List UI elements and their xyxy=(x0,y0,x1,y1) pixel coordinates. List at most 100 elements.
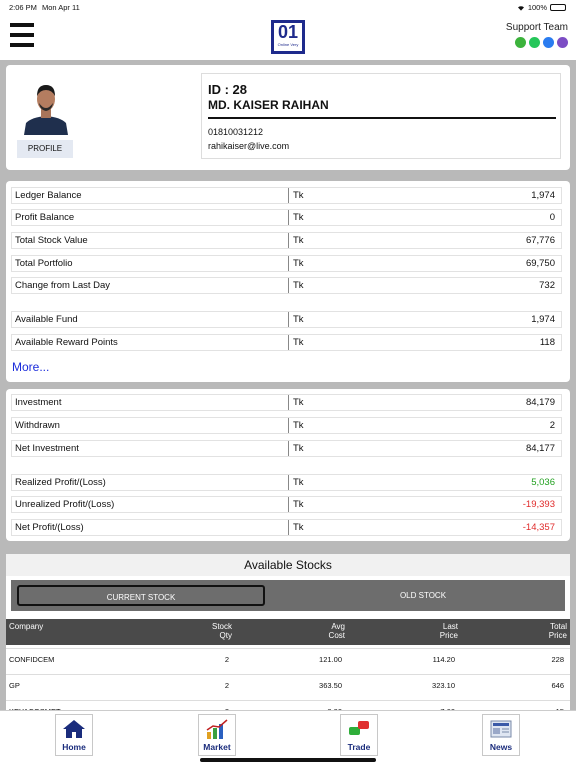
row-net-profit: Net Profit/(Loss) Tk -14,357 xyxy=(11,519,562,536)
row-value: 2 xyxy=(549,420,555,431)
row-value: 118 xyxy=(539,337,555,348)
brand-logo: 01 Online Very xyxy=(271,20,305,54)
row-currency: Tk xyxy=(293,212,304,223)
client-id: ID : 28 xyxy=(208,82,248,97)
row-withdrawn: Withdrawn Tk 2 xyxy=(11,417,562,434)
profile-card: PROFILE ID : 28 MD. KAISER RAIHAN 018100… xyxy=(6,65,570,170)
profile-info: ID : 28 MD. KAISER RAIHAN 01810031212 ra… xyxy=(201,73,561,159)
row-realized-profit: Realized Profit/(Loss) Tk 5,036 xyxy=(11,474,562,491)
home-indicator xyxy=(200,758,376,762)
nav-trade-label: Trade xyxy=(347,742,371,752)
row-currency: Tk xyxy=(293,522,304,533)
row-label: Investment xyxy=(15,397,62,408)
stocks-table-header: Company Stock Qty Avg Cost Last Price Total… xyxy=(6,619,570,645)
row-value: 1,974 xyxy=(531,314,555,325)
cell-qty: 2 xyxy=(224,655,229,664)
status-right: 100% xyxy=(517,3,566,12)
available-stocks: Available Stocks CURRENT STOCK OLD STOCK… xyxy=(6,554,570,716)
nav-news[interactable]: News xyxy=(482,714,520,756)
nav-market[interactable]: Market xyxy=(198,714,236,756)
row-value: 0 xyxy=(549,212,555,223)
row-available-fund: Available Fund Tk 1,974 xyxy=(11,311,562,328)
row-label: Total Stock Value xyxy=(15,235,88,246)
cell-avg-cost: 121.00 xyxy=(319,655,342,664)
status-date: Mon Apr 11 xyxy=(42,3,80,12)
row-available-reward-points: Available Reward Points Tk 118 xyxy=(11,334,562,351)
messenger-icon[interactable] xyxy=(543,37,554,48)
row-label: Realized Profit/(Loss) xyxy=(15,477,106,488)
row-total-portfolio: Total Portfolio Tk 69,750 xyxy=(11,255,562,272)
col-last-price: Last Price xyxy=(439,622,458,640)
row-label: Available Fund xyxy=(15,314,78,325)
viber-icon[interactable] xyxy=(557,37,568,48)
battery-icon xyxy=(550,4,566,11)
cell-last-price: 323.10 xyxy=(432,681,455,690)
table-row[interactable]: CONFIDCEM 2 121.00 114.20 228 xyxy=(6,648,570,668)
row-currency: Tk xyxy=(293,499,304,510)
row-label: Profit Balance xyxy=(15,212,75,223)
row-profit-balance: Profit Balance Tk 0 xyxy=(11,209,562,226)
support-label: Support Team xyxy=(505,22,568,33)
logo-number: 01 xyxy=(277,22,299,42)
app-header: 01 Online Very Support Team xyxy=(0,14,576,60)
nav-news-label: News xyxy=(489,742,513,752)
battery-percent: 100% xyxy=(527,3,547,12)
divider xyxy=(208,117,556,119)
cell-qty: 2 xyxy=(224,681,229,690)
stock-tabs: CURRENT STOCK OLD STOCK xyxy=(11,580,565,611)
row-net-investment: Net Investment Tk 84,177 xyxy=(11,440,562,457)
row-value: 5,036 xyxy=(531,477,555,488)
stocks-title: Available Stocks xyxy=(6,554,570,576)
col-avg-cost: Avg Cost xyxy=(328,622,345,640)
support-team: Support Team xyxy=(506,22,568,48)
row-label: Available Reward Points xyxy=(15,337,118,348)
investment-card: Investment Tk 84,179 Withdrawn Tk 2 Net … xyxy=(6,389,570,541)
row-value: 1,974 xyxy=(531,190,555,201)
nav-home[interactable]: Home xyxy=(55,714,93,756)
row-currency: Tk xyxy=(293,280,304,291)
chart-icon xyxy=(206,719,228,739)
row-value: 69,750 xyxy=(525,258,555,269)
row-currency: Tk xyxy=(293,314,304,325)
client-name: MD. KAISER RAIHAN xyxy=(208,98,329,112)
row-label: Ledger Balance xyxy=(15,190,82,201)
trade-icon xyxy=(349,721,369,735)
phone-icon[interactable] xyxy=(515,37,526,48)
row-value: 67,776 xyxy=(525,235,555,246)
table-row[interactable]: GP 2 363.50 323.10 646 xyxy=(6,674,570,694)
row-currency: Tk xyxy=(293,258,304,269)
row-currency: Tk xyxy=(293,477,304,488)
cell-total-price: 646 xyxy=(551,681,564,690)
row-currency: Tk xyxy=(293,337,304,348)
row-currency: Tk xyxy=(293,443,304,454)
row-investment: Investment Tk 84,179 xyxy=(11,394,562,411)
whatsapp-icon[interactable] xyxy=(529,37,540,48)
nav-market-label: Market xyxy=(203,742,231,752)
wifi-icon xyxy=(517,5,524,11)
status-bar: 2:06 PM Mon Apr 11 100% xyxy=(0,0,576,14)
cell-last-price: 114.20 xyxy=(432,655,455,664)
tab-old-stock[interactable]: OLD STOCK xyxy=(399,591,447,600)
row-currency: Tk xyxy=(293,397,304,408)
row-value: 732 xyxy=(539,280,555,291)
tab-current-stock[interactable]: CURRENT STOCK xyxy=(17,585,265,606)
row-label: Total Portfolio xyxy=(15,258,73,269)
menu-icon[interactable] xyxy=(10,23,34,47)
nav-trade[interactable]: Trade xyxy=(340,714,378,756)
nav-home-label: Home xyxy=(62,742,86,752)
col-stock-qty: Stock Qty xyxy=(211,622,232,640)
more-link[interactable]: More... xyxy=(12,360,50,374)
row-ledger-balance: Ledger Balance Tk 1,974 xyxy=(11,187,562,204)
row-currency: Tk xyxy=(293,420,304,431)
profile-button[interactable]: PROFILE xyxy=(17,140,73,158)
row-total-stock-value: Total Stock Value Tk 67,776 xyxy=(11,232,562,249)
row-value: -19,393 xyxy=(522,499,555,510)
cell-company: GP xyxy=(9,681,20,690)
row-label: Net Investment xyxy=(15,443,79,454)
row-value: 84,177 xyxy=(525,443,555,454)
status-time: 2:06 PM xyxy=(9,3,37,12)
row-currency: Tk xyxy=(293,235,304,246)
cell-company: CONFIDCEM xyxy=(9,655,55,664)
newspaper-icon xyxy=(490,720,512,738)
row-unrealized-profit: Unrealized Profit/(Loss) Tk -19,393 xyxy=(11,496,562,513)
